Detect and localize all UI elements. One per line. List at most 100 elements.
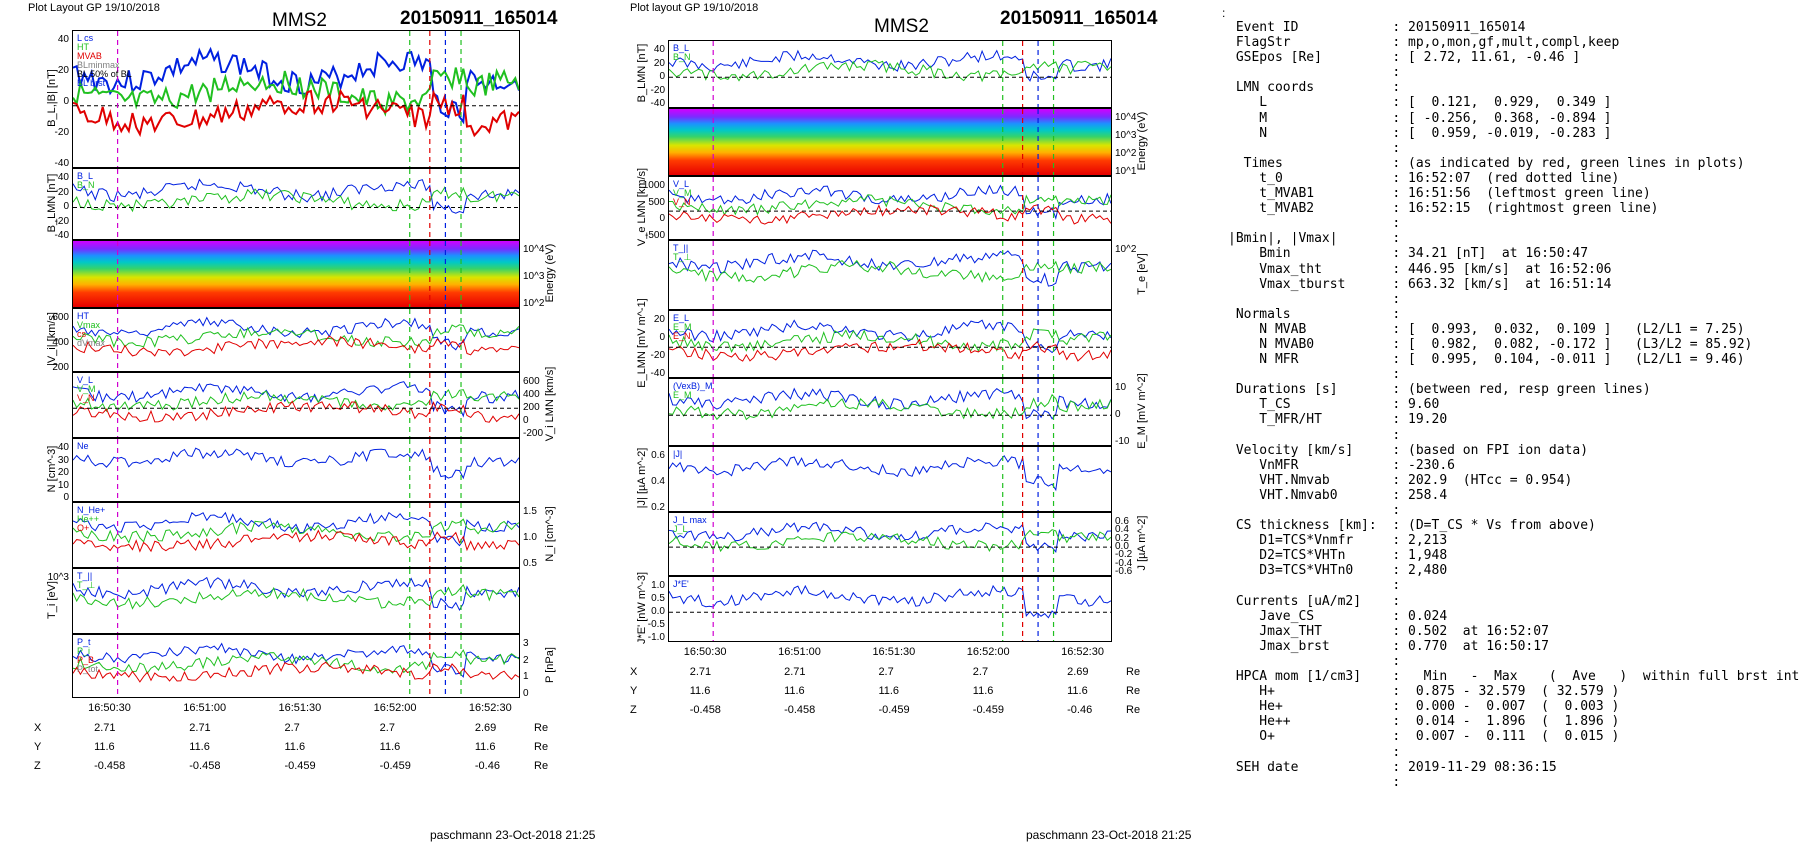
series-trace xyxy=(73,324,519,348)
legend-entry: dVmax xyxy=(77,338,106,348)
y-tick-label: 200 xyxy=(523,402,540,413)
legend-entry: P_B xyxy=(77,655,95,665)
summary-line: N MVAB : [ 0.993, 0.032, 0.109 ] (L2/L1 … xyxy=(1228,321,1745,337)
y-tick-label: 10^4 xyxy=(1115,112,1137,123)
legend-entry: T_|| xyxy=(77,571,93,581)
series-trace xyxy=(73,46,519,125)
plot-panel xyxy=(72,240,520,308)
summary-line: D3=TCS*VHTn0 : 2,480 xyxy=(1228,563,1448,579)
summary-line: N MFR : [ 0.995, 0.104, -0.011 ] (L2/L1 … xyxy=(1228,352,1745,368)
y-tick-label: 200 xyxy=(52,362,69,373)
summary-line: Vmax_tburst : 663.32 [km/s] at 16:51:14 xyxy=(1228,276,1612,292)
series-trace xyxy=(669,259,1111,283)
coord-value: -0.459 xyxy=(972,704,1004,716)
y-tick-label: 0.0 xyxy=(1115,541,1129,552)
y-axis-label: V_i LMN [km/s] xyxy=(544,366,556,442)
y-tick-label: 0 xyxy=(523,415,529,426)
series-trace xyxy=(73,529,519,553)
y-tick-label: 0 xyxy=(659,332,665,343)
summary-line: LMN coords : xyxy=(1228,80,1401,96)
y-tick-label: 20 xyxy=(653,314,665,325)
summary-line: Jmax_brst : 0.770 at 16:50:17 xyxy=(1228,638,1549,654)
legend-entry: B_L xyxy=(77,171,94,181)
coord-value: -0.458 xyxy=(784,704,816,716)
y-tick-label: 0 xyxy=(63,492,69,503)
summary-line: Times : (as indicated by red, green line… xyxy=(1228,155,1745,171)
coord-value: 2.7 xyxy=(379,722,395,734)
x-tick-label: 16:52:30 xyxy=(1061,646,1104,658)
x-tick-label: 16:51:30 xyxy=(872,646,916,658)
plot-panel: J*E' xyxy=(668,576,1112,642)
summary-line: T_MFR/HT : 19.20 xyxy=(1228,412,1448,428)
series-trace xyxy=(73,178,519,214)
y-tick-label: -20 xyxy=(54,127,69,138)
y-tick-label: 20 xyxy=(653,57,665,69)
y-tick-label: 20 xyxy=(57,467,69,478)
summary-line: : xyxy=(1228,291,1401,307)
y-axis-label: E_M [mV m^-2] xyxy=(1136,373,1148,449)
y-axis-label: E_LMN [mV m^-1] xyxy=(636,298,648,388)
summary-line: Event ID : 20150911_165014 xyxy=(1228,20,1526,35)
y-axis-label: Energy (eV) xyxy=(1136,111,1148,171)
coord-value: -0.458 xyxy=(689,704,721,716)
y-tick-label: 0 xyxy=(63,201,69,212)
legend-entry: V_M xyxy=(77,384,96,394)
coord-value: 11.6 xyxy=(689,685,711,697)
y-axis-label: P [nPa] xyxy=(544,647,556,683)
coord-value: 11.6 xyxy=(474,741,496,753)
y-tick-label: 10^2 xyxy=(523,298,545,309)
coord-value: 2.71 xyxy=(189,722,211,734)
legend-entry: Ne xyxy=(77,441,89,451)
y-axis-label: T_i [eV] xyxy=(46,581,58,619)
y-tick-label: 0.4 xyxy=(651,476,665,487)
summary-line: Currents [uA/m2] : xyxy=(1228,593,1401,609)
series-trace xyxy=(669,249,1111,287)
summary-line: He++ : 0.014 - 1.896 ( 1.896 ) xyxy=(1228,714,1620,730)
series-trace xyxy=(73,88,519,138)
footer-author: paschmann 23-Oct-2018 21:25 xyxy=(1026,828,1192,842)
plot-panel: E_L E_M E_N xyxy=(668,310,1112,378)
summary-line: T_CS : 9.60 xyxy=(1228,397,1440,413)
y-tick-label: -200 xyxy=(523,428,544,439)
series-trace xyxy=(73,511,519,547)
summary-line: : xyxy=(1228,367,1401,383)
summary-line: FlagStr : mp,o,mon,gf,mult,compl,keep xyxy=(1228,35,1620,51)
legend-entry: BL brst xyxy=(77,78,106,88)
y-axis-label: N_i [cm^-3] xyxy=(544,506,556,562)
y-tick-label: 1 xyxy=(523,671,529,683)
y-tick-label: 0.0 xyxy=(651,606,665,617)
summary-line: SEH date : 2019-11-29 08:36:15 xyxy=(1228,759,1557,775)
coord-value: 2.69 xyxy=(474,722,497,734)
y-tick-label: 400 xyxy=(52,337,69,348)
series-trace xyxy=(669,338,1111,362)
summary-line: t_MVAB2 : 16:52:15 (rightmost green line… xyxy=(1228,201,1659,217)
summary-line: |Bmin|, |Vmax| : xyxy=(1228,231,1401,247)
y-tick-label: 1.0 xyxy=(523,532,537,543)
y-tick-label: 20 xyxy=(57,186,69,198)
series-trace xyxy=(73,447,519,480)
energy-spectrogram xyxy=(669,109,1111,175)
legend-entry: T_⊥ xyxy=(673,252,692,262)
plot-layout-label: Plot layout GP 19/10/2018 xyxy=(630,2,759,14)
y-tick-label: -40 xyxy=(650,98,665,109)
y-tick-label: 20 xyxy=(57,65,69,76)
y-tick-label: 0.6 xyxy=(651,450,665,461)
summary-line: M : [ -0.256, 0.368, -0.894 ] xyxy=(1228,110,1612,126)
spacecraft-title: MMS2 xyxy=(874,16,929,37)
summary-line: Jmax_THT : 0.502 at 16:52:07 xyxy=(1228,623,1549,639)
plot-panel: HT Vmax cs dVmax xyxy=(72,308,520,372)
legend-entry: He++ xyxy=(77,514,100,524)
series-trace xyxy=(73,381,519,418)
event-summary-text: Event ID : 20150911_165014 FlagStr : mp,… xyxy=(1228,20,1799,790)
y-tick-label: 0.6 xyxy=(1115,516,1129,527)
plot-panel: B_L B_N xyxy=(72,168,520,240)
coord-value: 11.6 xyxy=(379,741,401,753)
y-tick-label: 0 xyxy=(523,688,529,699)
summary-line: t_0 : 16:52:07 (red dotted line) xyxy=(1228,170,1620,186)
y-tick-label: -0.6 xyxy=(1115,566,1133,577)
y-tick-label: 40 xyxy=(653,44,665,55)
y-tick-label: -10 xyxy=(1115,436,1130,447)
summary-line: L : [ 0.121, 0.929, 0.349 ] xyxy=(1228,95,1612,111)
summary-line: GSEpos [Re] : [ 2.72, 11.61, -0.46 ] xyxy=(1228,50,1581,66)
summary-line: t_MVAB1 : 16:51:56 (leftmost green line) xyxy=(1228,186,1651,202)
